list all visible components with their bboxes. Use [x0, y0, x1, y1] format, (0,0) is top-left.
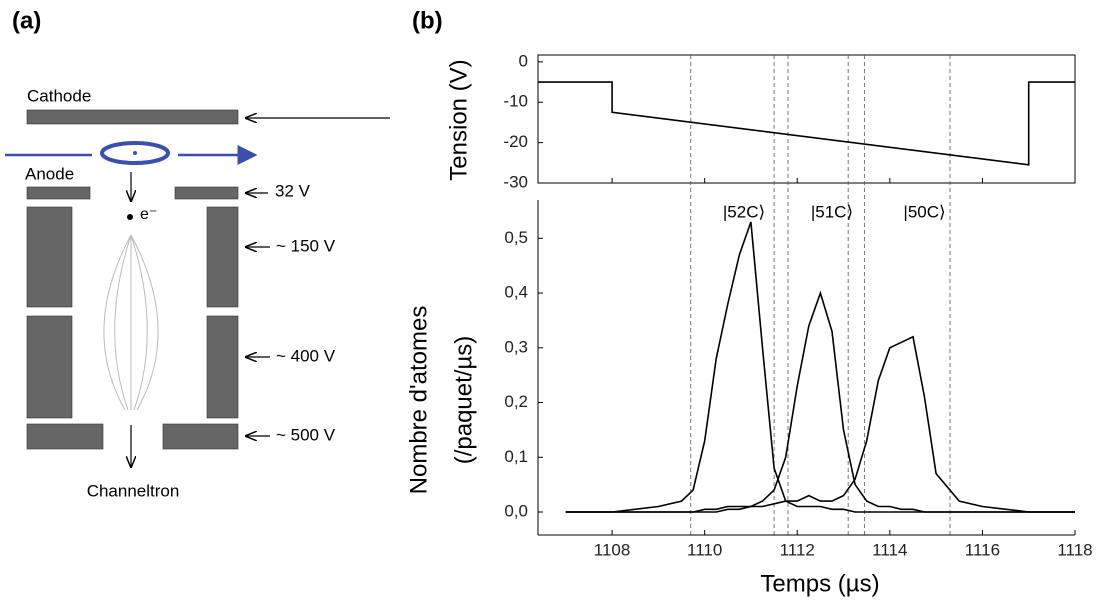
series-line: [565, 221, 1075, 513]
y-axis-label: Tension (V): [445, 59, 472, 180]
label: e⁻: [140, 206, 157, 223]
label: Cathode: [27, 86, 91, 105]
label: ~ 500 V: [276, 425, 336, 444]
y-tick-label: 0,5: [504, 228, 528, 247]
y-tick-label: 0,0: [504, 501, 528, 520]
y-axis-label: Nombre d'atomes: [405, 306, 432, 495]
y-tick-label: 0,3: [504, 337, 528, 356]
x-tick-label: 1112: [780, 540, 815, 559]
series-line: [565, 290, 1075, 513]
state-label: |52C⟩: [723, 202, 765, 221]
state-label: |50C⟩: [903, 202, 945, 221]
y-tick-label: -30: [503, 172, 528, 191]
panel-label: (a): [12, 7, 41, 34]
label: ~ 400 V: [276, 346, 336, 365]
y-tick-label: 0,1: [504, 447, 528, 466]
arrows: [131, 118, 390, 467]
x-tick-label: 1118: [1057, 540, 1092, 559]
x-tick-label: 1114: [872, 540, 907, 559]
x-axis-label: Temps (µs): [760, 570, 879, 597]
y-tick-label: -10: [503, 92, 528, 111]
state-label: |51C⟩: [811, 202, 853, 221]
y-tick-label: 0,4: [504, 283, 528, 302]
x-tick-label: 1116: [965, 540, 1000, 559]
label: 32 V: [275, 181, 311, 200]
atom: [133, 151, 137, 155]
x-tick-label: 1108: [594, 540, 631, 559]
x-tick-label: 1110: [687, 540, 722, 559]
y-axis-label: (/paquet/µs): [450, 336, 477, 465]
field-lines: [103, 234, 159, 411]
plot-frame: [537, 54, 1076, 184]
label: Anode: [25, 164, 74, 183]
y-tick-label: 0,2: [504, 392, 528, 411]
panel-label: (b): [412, 7, 443, 34]
y-tick-label: 0: [519, 51, 528, 70]
electron: [127, 214, 133, 220]
series-line: [538, 81, 1075, 166]
y-tick-label: -20: [503, 132, 528, 151]
label: Channeltron: [87, 481, 180, 500]
series-line: [565, 335, 1075, 513]
atom-ring: [100, 141, 170, 165]
label: ~ 150 V: [276, 236, 336, 255]
apparatus: [26, 109, 239, 450]
